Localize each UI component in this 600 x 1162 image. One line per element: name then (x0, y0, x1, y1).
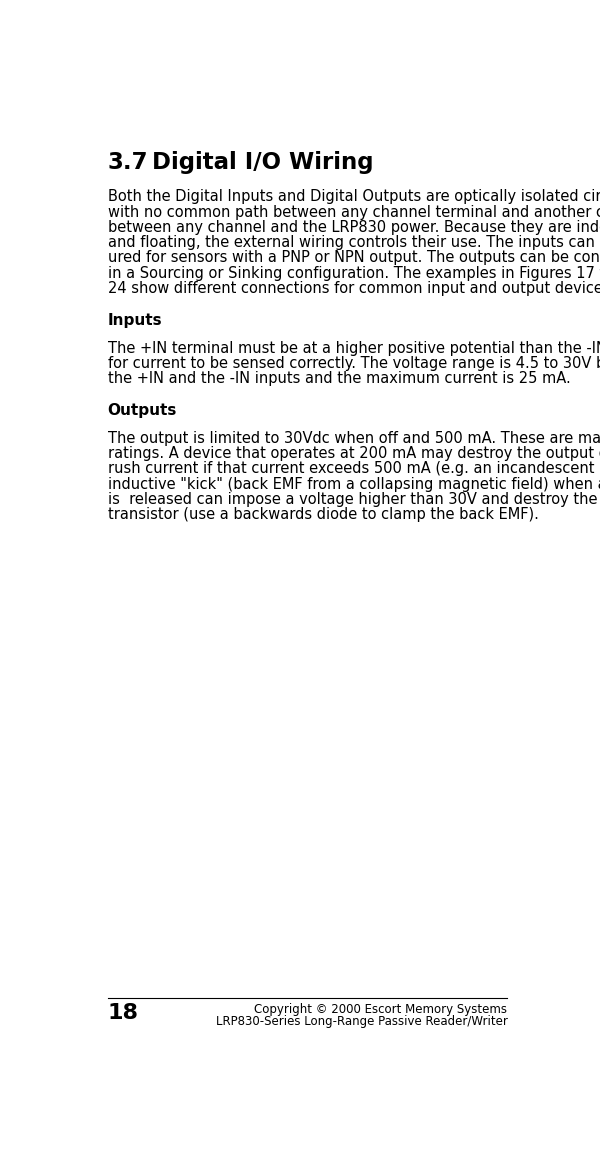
Text: The output is limited to 30Vdc when off and 500 mA. These are maximum: The output is limited to 30Vdc when off … (107, 431, 600, 446)
Text: ured for sensors with a PNP or NPN output. The outputs can be configured: ured for sensors with a PNP or NPN outpu… (107, 251, 600, 265)
Text: The +IN terminal must be at a higher positive potential than the -IN terminal: The +IN terminal must be at a higher pos… (107, 340, 600, 356)
Text: and floating, the external wiring controls their use. The inputs can be config-: and floating, the external wiring contro… (107, 235, 600, 250)
Text: between any channel and the LRP830 power. Because they are independent: between any channel and the LRP830 power… (107, 220, 600, 235)
Text: the +IN and the -IN inputs and the maximum current is 25 mA.: the +IN and the -IN inputs and the maxim… (107, 371, 570, 386)
Text: in a Sourcing or Sinking configuration. The examples in Figures 17 through: in a Sourcing or Sinking configuration. … (107, 266, 600, 281)
Text: ratings. A device that operates at 200 mA may destroy the output due to in-: ratings. A device that operates at 200 m… (107, 446, 600, 461)
Text: LRP830-Series Long-Range Passive Reader/Writer: LRP830-Series Long-Range Passive Reader/… (215, 1016, 508, 1028)
Text: 18: 18 (107, 1003, 139, 1023)
Text: 24 show different connections for common input and output devices.: 24 show different connections for common… (107, 281, 600, 296)
Text: Inputs: Inputs (107, 313, 162, 328)
Text: for current to be sensed correctly. The voltage range is 4.5 to 30V between: for current to be sensed correctly. The … (107, 356, 600, 371)
Text: with no common path between any channel terminal and another channel, or: with no common path between any channel … (107, 205, 600, 220)
Text: rush current if that current exceeds 500 mA (e.g. an incandescent light). The: rush current if that current exceeds 500… (107, 461, 600, 476)
Text: inductive "kick" (back EMF from a collapsing magnetic field) when a relay: inductive "kick" (back EMF from a collap… (107, 476, 600, 492)
Text: is  released can impose a voltage higher than 30V and destroy the output: is released can impose a voltage higher … (107, 492, 600, 507)
Text: transistor (use a backwards diode to clamp the back EMF).: transistor (use a backwards diode to cla… (107, 508, 538, 522)
Text: Outputs: Outputs (107, 403, 177, 418)
Text: 3.7: 3.7 (107, 151, 148, 174)
Text: Copyright © 2000 Escort Memory Systems: Copyright © 2000 Escort Memory Systems (254, 1003, 508, 1016)
Text: Both the Digital Inputs and Digital Outputs are optically isolated circuits: Both the Digital Inputs and Digital Outp… (107, 189, 600, 205)
Text: Digital I/O Wiring: Digital I/O Wiring (152, 151, 374, 174)
